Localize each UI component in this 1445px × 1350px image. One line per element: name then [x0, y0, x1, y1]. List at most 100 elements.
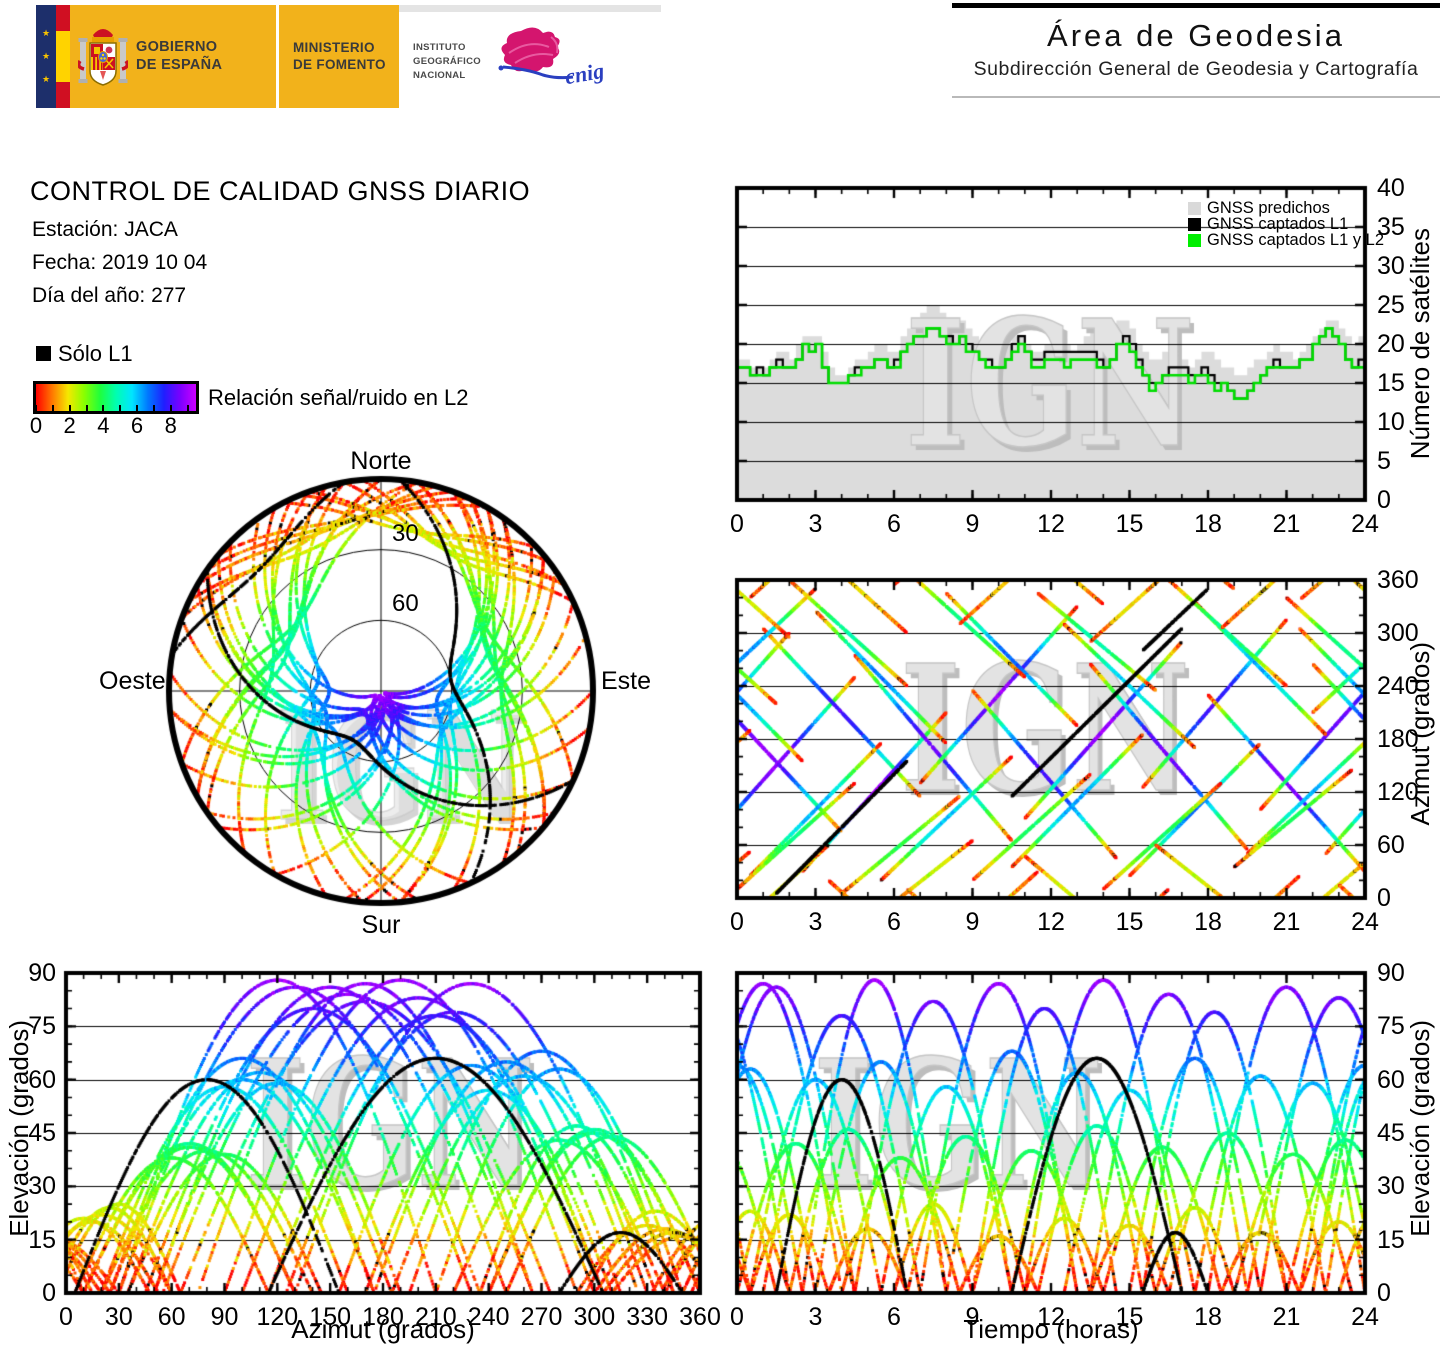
colorbar-tick-label: 0 — [29, 413, 43, 438]
tick-label: 6 — [887, 510, 901, 538]
tick-label: 300 — [1377, 619, 1419, 647]
sats-y-axis-title: Número de satélites — [1405, 228, 1435, 460]
tick-label: 12 — [1037, 510, 1065, 538]
tick-label: 18 — [1194, 510, 1222, 538]
tick-label: 60 — [28, 1065, 56, 1094]
tick-label: 0 — [1377, 1279, 1391, 1307]
colorbar-tick-label: 6 — [130, 413, 144, 438]
tick-label: 12 — [1037, 1303, 1065, 1331]
colorbar-tick-label: 8 — [164, 413, 177, 438]
tick-label: 0 — [730, 510, 744, 538]
tick-label: 9 — [965, 1303, 980, 1331]
tick-label: 3 — [808, 510, 823, 538]
tick-label: 24 — [1351, 908, 1379, 936]
star-icon: ★ — [41, 51, 51, 61]
gobierno-label: GOBIERNO DE ESPAÑA — [136, 39, 223, 73]
tick-label: 75 — [1377, 1012, 1405, 1041]
tick-label: 45 — [1377, 1119, 1405, 1147]
tick-label: 60 — [1377, 831, 1405, 859]
ign-box: INSTITUTO GEOGRÁFICO NACIONAL cnig — [399, 5, 661, 108]
colorbar-tick-label: 2 — [63, 413, 76, 438]
skyplot-ring-30-label: 30 — [392, 520, 419, 547]
skyplot-west-label: Oeste — [99, 667, 166, 695]
legend-label: GNSS predichos — [1207, 198, 1330, 217]
tick-label: 360 — [1377, 566, 1419, 594]
solo-l1-swatch — [36, 346, 51, 361]
tick-label: 24 — [1351, 1303, 1379, 1331]
tick-label: 18 — [1194, 908, 1222, 936]
tick-label: 20 — [1377, 330, 1405, 358]
tick-label: 21 — [1272, 1303, 1301, 1331]
tick-label: 3 — [808, 908, 823, 936]
tick-label: 360 — [679, 1303, 721, 1331]
ministerio-box: MINISTERIO DE FOMENTO — [279, 5, 399, 108]
legend-entry: GNSS captados L1 — [1188, 214, 1384, 233]
tick-label: 120 — [1377, 778, 1419, 806]
sats-chart-legend: GNSS predichos GNSS captados L1 GNSS capta… — [1188, 198, 1384, 249]
tick-label: 0 — [1377, 486, 1391, 514]
tick-label: 90 — [28, 959, 56, 987]
tick-label: 90 — [210, 1303, 239, 1331]
tick-label: 15 — [1115, 908, 1144, 936]
tick-label: 18 — [1194, 1303, 1222, 1331]
tick-label: 120 — [256, 1303, 299, 1331]
tick-label: 0 — [730, 1303, 744, 1331]
tick-label: 90 — [1377, 959, 1405, 987]
tick-label: 0 — [730, 908, 744, 936]
tick-label: 330 — [626, 1303, 669, 1331]
tick-label: 24 — [1351, 510, 1379, 538]
tick-label: 6 — [887, 908, 901, 936]
tick-label: 150 — [309, 1303, 352, 1331]
report-title: CONTROL DE CALIDAD GNSS DIARIO — [30, 176, 531, 206]
ministerio-label: MINISTERIO DE FOMENTO — [293, 39, 386, 72]
tick-label: 15 — [1377, 1225, 1405, 1254]
tick-label: 0 — [1377, 884, 1391, 912]
tick-label: 10 — [1377, 408, 1405, 436]
tick-label: 9 — [965, 510, 980, 538]
flag-stars-strip: ★ ★ ★ — [36, 5, 56, 108]
header-rule-top — [952, 3, 1440, 8]
tick-label: 21 — [1272, 908, 1301, 936]
solo-l1-label: Sólo L1 — [58, 341, 133, 366]
tick-label: 15 — [1377, 369, 1405, 397]
legend-label: GNSS captados L1 — [1207, 214, 1349, 233]
station-line: Estación: JACA — [32, 218, 178, 241]
area-title: Área de Geodesia — [1047, 18, 1345, 53]
tick-label: 45 — [28, 1119, 56, 1147]
tick-label: 3 — [808, 1303, 823, 1331]
tick-label: 75 — [28, 1012, 56, 1041]
elt-x-axis-title: Tiempo (horas) — [963, 1314, 1139, 1344]
legend-entry: GNSS predichos — [1188, 198, 1384, 217]
colorbar-tick-label: 4 — [97, 413, 110, 438]
snr-colorbar — [33, 381, 199, 414]
tick-label: 40 — [1377, 174, 1405, 202]
skyplot-east-label: Este — [601, 667, 652, 695]
spain-coat-of-arms-icon — [78, 28, 128, 86]
tick-label: 25 — [1377, 291, 1405, 319]
tick-label: 30 — [1377, 1172, 1405, 1201]
tick-label: 0 — [59, 1303, 73, 1331]
header-rule-bottom — [952, 96, 1440, 98]
tick-label: 15 — [28, 1225, 56, 1254]
legend-swatch — [1188, 201, 1201, 215]
government-banner: ★ ★ ★ GOBIERNO DE ESPAÑA MINISTERIO DE FOMEN… — [36, 5, 661, 108]
spain-flag-strip — [56, 5, 70, 108]
gobierno-box: GOBIERNO DE ESPAÑA — [70, 5, 276, 108]
tick-label: 300 — [573, 1303, 616, 1331]
tick-label: 5 — [1377, 447, 1391, 475]
snr-colorbar-label: Relación señal/ruido en L2 — [208, 385, 469, 410]
legend-swatch — [1188, 233, 1201, 247]
legend-entry: GNSS captados L1 y L2 — [1188, 231, 1384, 249]
tick-label: 15 — [1115, 1303, 1144, 1331]
tick-label: 35 — [1377, 213, 1405, 241]
tick-label: 30 — [104, 1303, 133, 1331]
star-icon: ★ — [41, 74, 51, 84]
cnig-logo: cnig — [491, 23, 641, 93]
tick-label: 9 — [965, 908, 980, 936]
star-icon: ★ — [41, 28, 51, 38]
tick-label: 240 — [467, 1303, 510, 1331]
tick-label: 180 — [362, 1303, 404, 1331]
date-line: Fecha: 2019 10 04 — [32, 251, 208, 274]
tick-label: 12 — [1037, 908, 1065, 936]
